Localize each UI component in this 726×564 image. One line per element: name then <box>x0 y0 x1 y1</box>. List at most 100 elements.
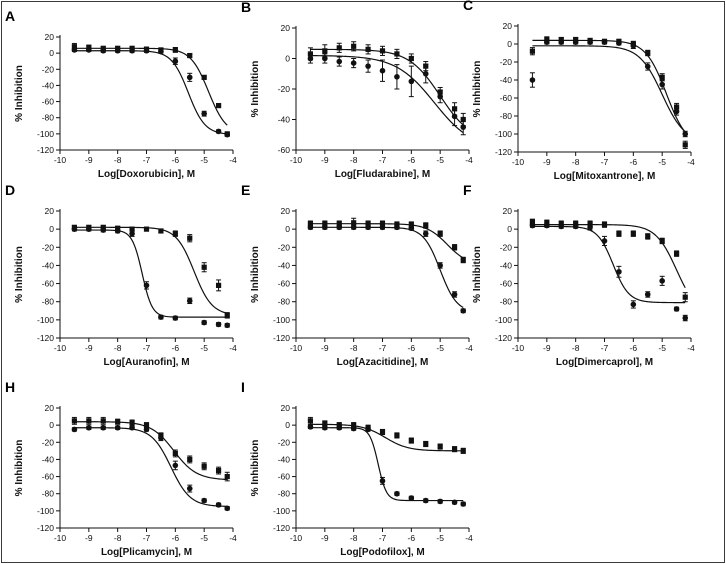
data-point-square <box>143 226 150 232</box>
data-point-circle <box>158 435 164 441</box>
x-tick-label: -10 <box>512 157 525 167</box>
fit-curve <box>74 229 228 318</box>
y-tick-label: -60 <box>42 279 55 289</box>
x-tick-label: -9 <box>321 533 329 543</box>
x-tick-label: -4 <box>229 343 237 353</box>
data-point-circle <box>408 78 415 85</box>
y-tick-label: -100 <box>273 506 290 516</box>
data-point-square <box>351 422 357 428</box>
data-point-square <box>100 418 106 424</box>
y-tick-label: -40 <box>42 454 55 464</box>
data-point-square <box>529 48 536 54</box>
data-point-circle <box>529 222 536 229</box>
data-point-circle <box>71 426 78 433</box>
x-tick-label: -4 <box>465 533 473 543</box>
data-point-circle <box>307 424 314 430</box>
panel-d-x-axis-title: Log[Auranofin], M <box>103 357 189 368</box>
fit-curve <box>74 226 228 314</box>
data-point-circle <box>114 228 121 234</box>
x-tick-label: -4 <box>465 343 473 353</box>
data-point-square <box>201 463 207 469</box>
x-tick-label: -4 <box>687 343 695 353</box>
panel-b-y-axis-title: % Inhibition <box>250 61 261 118</box>
y-tick-label: 0 <box>285 420 290 430</box>
data-point-circle <box>460 124 467 130</box>
y-tick-label: -60 <box>278 472 291 482</box>
data-point-circle <box>394 490 400 497</box>
fit-curve <box>310 226 464 309</box>
y-tick-label: 20 <box>281 403 291 413</box>
y-tick-label: -80 <box>500 111 513 121</box>
x-tick-label: -8 <box>114 155 122 165</box>
data-point-circle <box>86 47 92 53</box>
y-tick-label: -100 <box>273 315 290 325</box>
data-point-circle <box>350 60 357 66</box>
y-tick-label: -100 <box>495 315 512 325</box>
y-tick-label: -60 <box>278 279 291 289</box>
panel-e-y-axis-title: % Inhibition <box>250 246 261 303</box>
panel-c-x-axis-title: Log[Mitoxantrone], M <box>554 171 656 182</box>
x-tick-label: -8 <box>114 533 122 543</box>
x-tick-label: -9 <box>85 155 93 165</box>
data-point-circle <box>587 39 593 45</box>
panel-c: C -120 -100 -80 -60 -40 -20 0 20 -10 -9 -8 -7 -6 -5 -4 L… <box>463 0 695 182</box>
panel-e: E -120 -100 -80 -60 -40 -20 0 20 -10 -9 -8 -7 -6 -5 -4 L… <box>241 182 473 368</box>
data-point-circle <box>201 497 207 504</box>
data-point-square <box>645 233 651 239</box>
x-tick-label: -5 <box>200 533 208 543</box>
fit-curve <box>310 423 464 452</box>
x-tick-label: -7 <box>143 155 151 165</box>
data-point-circle <box>158 48 164 55</box>
data-point-circle <box>186 485 193 492</box>
y-tick-label: 0 <box>49 48 54 58</box>
data-point-circle <box>322 224 328 231</box>
y-tick-label: 0 <box>507 39 512 49</box>
panel-i-x-axis-title: Log[Podofilox], M <box>340 547 424 558</box>
data-point-circle <box>71 226 78 232</box>
panel-a-x-axis-title: Log[Doxorubicin], M <box>98 169 195 180</box>
x-tick-label: -4 <box>465 155 473 165</box>
data-point-square <box>682 142 688 148</box>
panel-h-series-square <box>71 416 230 482</box>
y-tick-label: -100 <box>37 129 54 139</box>
data-point-circle <box>572 223 579 230</box>
data-point-square <box>215 103 222 109</box>
data-point-circle <box>682 131 689 137</box>
x-tick-label: -10 <box>512 343 525 353</box>
panel-h-series-circle <box>71 424 231 512</box>
data-point-circle <box>379 478 386 484</box>
y-tick-label: 0 <box>285 224 290 234</box>
x-tick-label: -9 <box>85 343 93 353</box>
data-point-square <box>307 418 314 424</box>
y-tick-label: -60 <box>42 472 55 482</box>
x-tick-label: -9 <box>543 343 551 353</box>
y-tick-label: -40 <box>42 80 55 90</box>
panel-h-y-axis-title: % Inhibition <box>14 440 25 497</box>
y-tick-label: -80 <box>42 113 55 123</box>
data-point-circle <box>422 70 429 77</box>
data-point-square <box>187 52 193 59</box>
panel-a-letter: A <box>5 8 15 24</box>
data-point-square <box>224 312 230 318</box>
y-tick-label: -20 <box>500 57 513 67</box>
data-point-circle <box>143 47 150 54</box>
data-point-square <box>365 46 371 52</box>
data-point-square <box>379 429 386 435</box>
x-tick-label: -6 <box>172 343 180 353</box>
x-tick-label: -7 <box>379 155 387 165</box>
y-tick-label: 20 <box>45 403 55 413</box>
data-point-circle <box>307 224 314 231</box>
y-tick-label: -120 <box>37 333 54 343</box>
data-point-circle <box>659 278 665 284</box>
y-tick-label: 20 <box>281 206 291 216</box>
data-point-square <box>379 48 386 54</box>
panel-f-x-axis-title: Log[Dimercaprol], M <box>556 357 653 368</box>
panel-f-letter: F <box>463 182 472 198</box>
data-point-circle <box>630 301 637 308</box>
panel-b-letter: B <box>241 0 251 15</box>
panel-i-y-axis-title: % Inhibition <box>250 440 261 497</box>
x-tick-label: -4 <box>229 533 237 543</box>
x-tick-label: -7 <box>601 157 609 167</box>
y-tick-label: 20 <box>503 21 513 31</box>
